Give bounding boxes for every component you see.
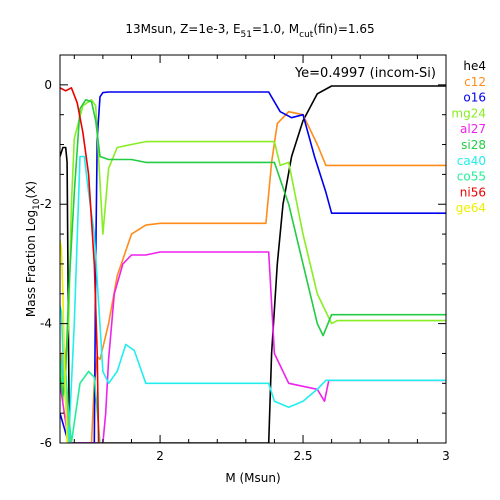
series-line-ni56 bbox=[60, 87, 100, 443]
x-tick-label: 3 bbox=[442, 449, 450, 463]
legend-entry-al27: al27 bbox=[460, 122, 486, 136]
series-line-ca40 bbox=[60, 155, 446, 443]
legend-entry-co55: co55 bbox=[457, 170, 486, 184]
legend-entry-c12: c12 bbox=[464, 75, 486, 89]
y-tick-label: 0 bbox=[44, 78, 52, 92]
y-axis-label: Mass Fraction Log10(X) bbox=[24, 181, 42, 317]
chart-title: 13Msun, Z=1e-3, E51=1.0, Mcut(fin)=1.65 bbox=[125, 22, 374, 40]
series-line-c12 bbox=[60, 110, 446, 443]
legend-entry-ca40: ca40 bbox=[457, 154, 486, 168]
y-tick-label: -2 bbox=[40, 197, 52, 211]
plot-frame bbox=[59, 54, 447, 444]
series-line-o16 bbox=[60, 91, 446, 443]
series-layer bbox=[60, 85, 446, 443]
y-tick-label: -4 bbox=[40, 317, 52, 331]
legend-entry-ni56: ni56 bbox=[460, 185, 486, 199]
series-line-mg24 bbox=[60, 99, 446, 403]
series-line-si28 bbox=[60, 99, 446, 397]
legend-entry-o16: o16 bbox=[463, 91, 486, 105]
legend-entry-he4: he4 bbox=[463, 59, 486, 73]
legend-entry-si28: si28 bbox=[461, 138, 486, 152]
x-tick-label: 2 bbox=[156, 449, 164, 463]
x-tick-label: 2.5 bbox=[293, 449, 312, 463]
series-line-he4 bbox=[60, 85, 446, 443]
series-line-co55 bbox=[60, 353, 101, 443]
legend-entry-ge64: ge64 bbox=[456, 201, 486, 215]
annotation-ye: Ye=0.4997 (incom-Si) bbox=[294, 66, 436, 81]
x-axis-label: M (Msun) bbox=[225, 471, 280, 485]
y-tick-label: -6 bbox=[40, 436, 52, 450]
series-line-al27 bbox=[60, 251, 446, 443]
legend-entry-mg24: mg24 bbox=[451, 106, 486, 120]
ticks-layer: 2 2.5 3 0 -2 -4 -6 bbox=[40, 54, 450, 463]
